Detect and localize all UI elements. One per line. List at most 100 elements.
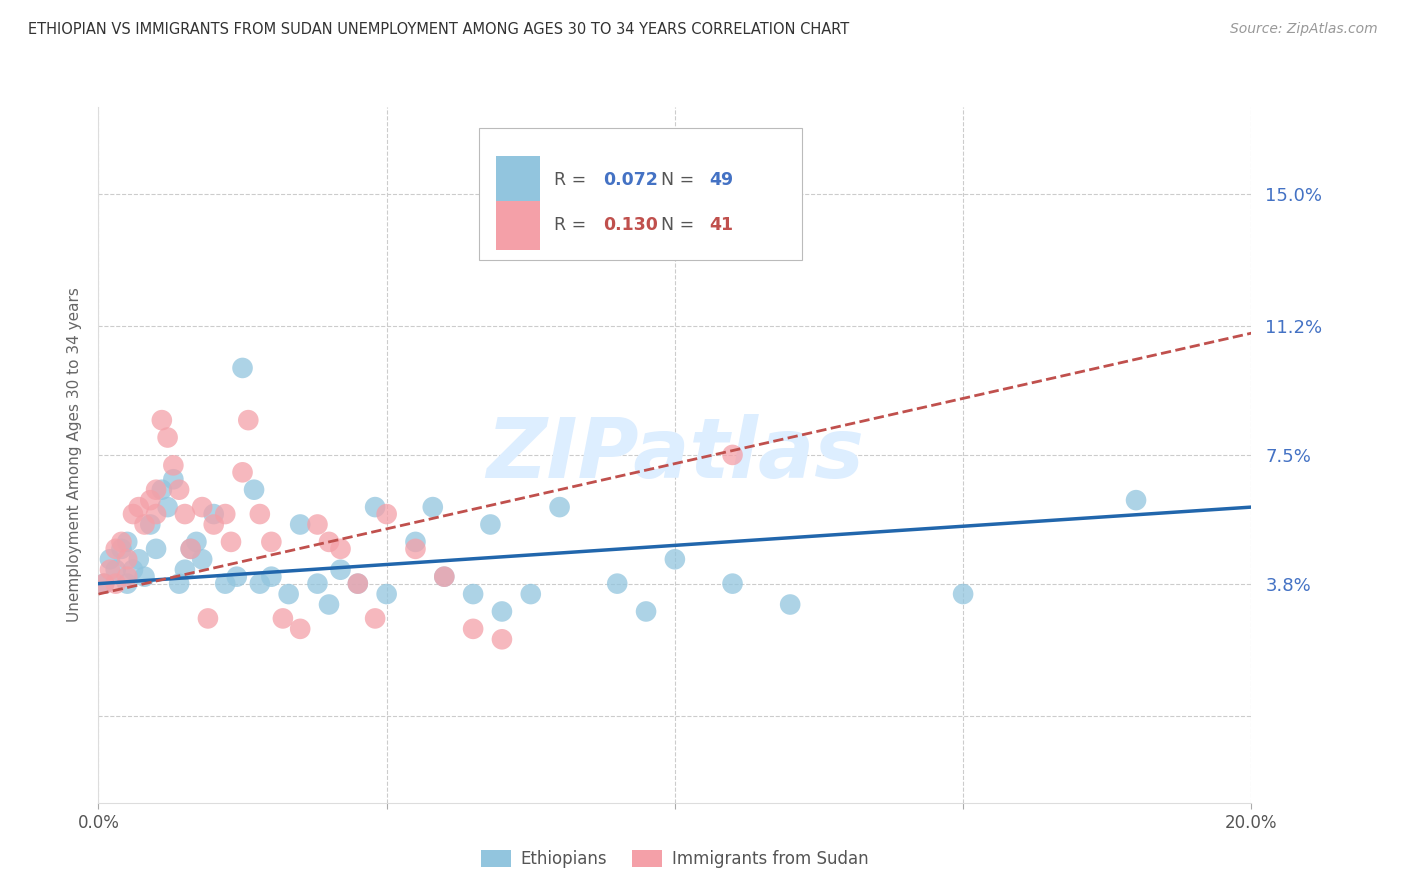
Point (139, 517, 162, 532)
Point (93, 576, 115, 591)
Y-axis label: Unemployment Among Ages 30 to 34 years: Unemployment Among Ages 30 to 34 years (66, 287, 82, 623)
Point (290, 517, 312, 532)
Point (117, 552, 138, 566)
Point (318, 598, 340, 612)
Point (318, 534, 340, 549)
Text: 49: 49 (710, 171, 734, 189)
Point (117, 576, 138, 591)
Point (779, 598, 801, 612)
Point (98, 563, 121, 577)
Point (249, 507, 271, 521)
Point (606, 576, 628, 591)
Text: Source: ZipAtlas.com: Source: ZipAtlas.com (1230, 22, 1378, 37)
Point (128, 500, 150, 514)
Point (249, 576, 271, 591)
Point (405, 541, 427, 556)
Point (243, 483, 266, 497)
Point (122, 507, 145, 521)
Point (139, 493, 162, 508)
Point (167, 483, 190, 497)
Point (214, 507, 236, 521)
Point (128, 552, 150, 566)
Point (214, 576, 236, 591)
Point (197, 611, 219, 625)
Point (145, 541, 167, 556)
Point (117, 534, 138, 549)
Point (104, 576, 127, 591)
Point (134, 517, 156, 532)
Point (186, 534, 208, 549)
Point (260, 570, 283, 584)
Point (461, 622, 484, 636)
Point (110, 534, 132, 549)
Point (134, 570, 156, 584)
FancyBboxPatch shape (496, 201, 540, 250)
Text: ETHIOPIAN VS IMMIGRANTS FROM SUDAN UNEMPLOYMENT AMONG AGES 30 TO 34 YEARS CORREL: ETHIOPIAN VS IMMIGRANTS FROM SUDAN UNEMP… (28, 22, 849, 37)
Point (405, 534, 427, 549)
Legend: Ethiopians, Immigrants from Sudan: Ethiopians, Immigrants from Sudan (474, 843, 876, 874)
Text: 41: 41 (710, 217, 734, 235)
Text: ZIPatlas: ZIPatlas (486, 415, 863, 495)
Point (231, 466, 254, 480)
Point (202, 517, 225, 532)
Point (225, 570, 247, 584)
Point (191, 500, 214, 514)
Point (664, 552, 686, 566)
Point (260, 534, 283, 549)
Text: R =: R = (554, 171, 592, 189)
Point (433, 570, 456, 584)
Point (271, 611, 294, 625)
Point (364, 611, 387, 625)
FancyBboxPatch shape (496, 156, 540, 204)
Point (277, 587, 299, 601)
Point (156, 500, 179, 514)
Point (117, 570, 138, 584)
Point (307, 576, 329, 591)
Point (636, 605, 658, 619)
Point (219, 534, 242, 549)
Point (202, 507, 225, 521)
Point (180, 541, 202, 556)
Text: N =: N = (661, 217, 700, 235)
Point (145, 507, 167, 521)
Point (307, 517, 329, 532)
Point (721, 448, 744, 462)
Point (238, 413, 260, 427)
Point (174, 563, 197, 577)
Point (290, 622, 312, 636)
Point (104, 563, 127, 577)
Point (346, 576, 368, 591)
Point (461, 587, 484, 601)
Point (433, 570, 456, 584)
Point (104, 541, 127, 556)
Text: N =: N = (661, 171, 700, 189)
Point (491, 605, 513, 619)
Point (520, 587, 543, 601)
Point (191, 552, 214, 566)
Point (156, 430, 179, 444)
Point (346, 576, 368, 591)
Point (231, 360, 254, 375)
Point (952, 587, 974, 601)
Point (167, 576, 190, 591)
Text: R =: R = (554, 217, 592, 235)
Point (150, 483, 173, 497)
Point (329, 563, 352, 577)
Point (479, 517, 502, 532)
Point (150, 413, 173, 427)
Point (1125, 493, 1147, 508)
Point (548, 500, 571, 514)
FancyBboxPatch shape (479, 128, 801, 260)
Point (145, 483, 167, 497)
Point (162, 458, 184, 473)
Point (174, 507, 197, 521)
Point (364, 500, 387, 514)
Point (375, 587, 398, 601)
Text: 0.072: 0.072 (603, 171, 658, 189)
Point (93, 576, 115, 591)
Point (180, 541, 202, 556)
Point (329, 541, 352, 556)
Point (110, 541, 132, 556)
Point (375, 507, 398, 521)
Point (122, 563, 145, 577)
